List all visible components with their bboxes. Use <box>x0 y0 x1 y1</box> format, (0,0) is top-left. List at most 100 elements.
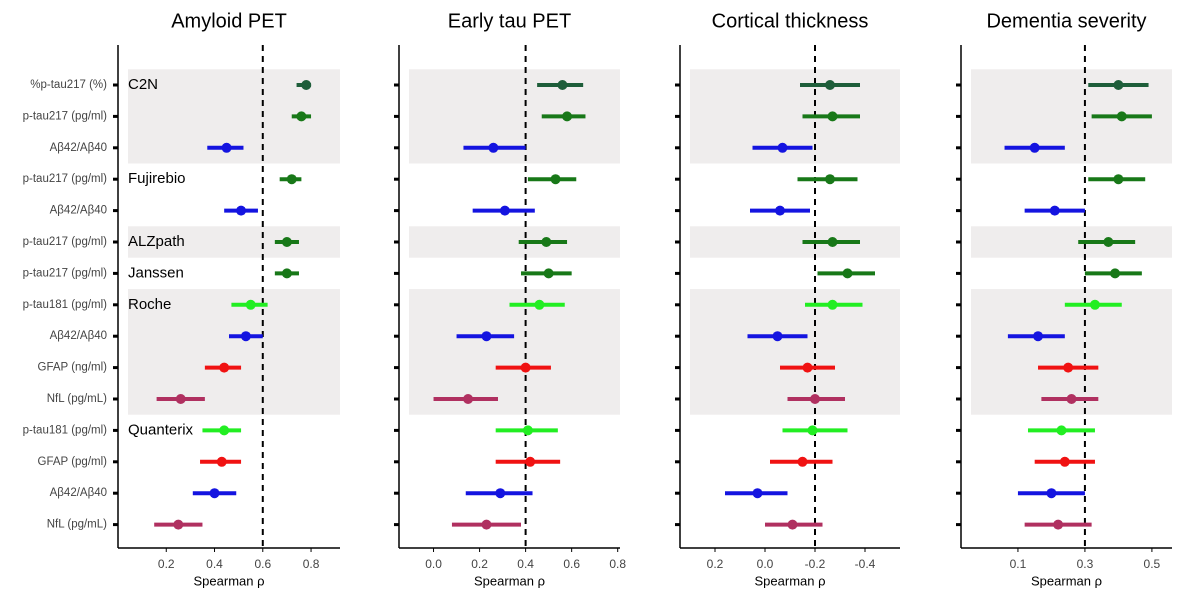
y-tick-label: p-tau217 (pg/ml) <box>23 267 108 279</box>
point <box>1103 237 1114 247</box>
group-label: Fujirebio <box>128 170 186 187</box>
point <box>281 237 292 247</box>
point <box>520 362 531 373</box>
panel-title: Amyloid PET <box>171 10 287 32</box>
group-label: Roche <box>128 296 171 313</box>
x-tick-label: 0.6 <box>254 557 271 571</box>
point <box>797 456 808 467</box>
group-band <box>690 226 900 258</box>
group-label: C2N <box>128 76 158 93</box>
point <box>1113 80 1124 90</box>
x-tick-label: 0.8 <box>303 557 320 571</box>
x-axis-label: Spearman ρ <box>755 573 826 588</box>
panel-title: Early tau PET <box>448 10 571 32</box>
x-tick-label: 0.6 <box>563 557 580 571</box>
point <box>240 331 251 342</box>
y-tick-label: p-tau217 (pg/ml) <box>23 110 108 122</box>
point <box>499 205 510 216</box>
point <box>286 174 297 185</box>
y-tick-label: Aβ42/Aβ40 <box>50 205 107 217</box>
point <box>534 299 545 310</box>
x-tick-label: 0.2 <box>158 557 175 571</box>
point <box>175 394 186 404</box>
panel-title: Cortical thickness <box>712 10 869 32</box>
point <box>1029 142 1040 153</box>
x-tick-label: 0.5 <box>1144 557 1161 571</box>
point <box>807 425 818 436</box>
point <box>1110 268 1121 279</box>
x-tick-label: -0.2 <box>805 557 826 571</box>
x-axis-label: Spearman ρ <box>194 573 265 588</box>
point <box>219 425 230 436</box>
point <box>752 488 763 499</box>
group-band <box>128 226 340 258</box>
x-tick-label: 0.8 <box>609 557 626 571</box>
y-tick-label: Aβ42/Aβ40 <box>50 487 107 499</box>
x-tick-label: 0.2 <box>471 557 488 571</box>
group-label: Janssen <box>128 264 184 281</box>
y-tick-label: p-tau217 (pg/ml) <box>23 236 108 248</box>
point <box>1033 331 1044 342</box>
group-label: Quanterix <box>128 421 194 438</box>
point <box>1116 111 1127 122</box>
group-label: ALZpath <box>128 233 185 250</box>
point <box>1059 456 1070 467</box>
y-tick-label: p-tau181 (pg/ml) <box>23 424 108 436</box>
point <box>842 268 853 279</box>
y-tick-label: Aβ42/Aβ40 <box>50 330 107 342</box>
y-tick-label: %p-tau217 (%) <box>30 79 107 91</box>
x-tick-label: -0.4 <box>855 557 876 571</box>
point <box>827 299 838 310</box>
y-tick-label: p-tau217 (pg/ml) <box>23 173 108 185</box>
x-tick-label: 0.3 <box>1077 557 1094 571</box>
x-axis-label: Spearman ρ <box>1031 573 1102 588</box>
group-band <box>971 226 1172 258</box>
y-tick-label: NfL (pg/mL) <box>47 393 107 405</box>
point <box>562 111 573 122</box>
point <box>787 519 798 530</box>
group-band <box>971 289 1172 415</box>
point <box>281 268 292 279</box>
point <box>1049 205 1060 216</box>
group-band <box>409 226 620 258</box>
point <box>481 519 492 530</box>
point <box>525 456 536 467</box>
point <box>216 456 227 467</box>
point <box>463 394 474 404</box>
x-tick-label: 0.0 <box>757 557 774 571</box>
group-band <box>128 289 340 415</box>
point <box>772 331 783 342</box>
point <box>825 174 835 185</box>
point <box>236 205 247 216</box>
point <box>777 142 788 153</box>
point <box>802 362 813 373</box>
point <box>209 488 220 499</box>
x-axis-label: Spearman ρ <box>474 573 545 588</box>
point <box>245 299 256 310</box>
point <box>296 111 307 122</box>
point <box>825 80 835 90</box>
x-tick-label: 0.0 <box>425 557 442 571</box>
panel-title: Dementia severity <box>986 10 1146 32</box>
x-tick-label: 0.1 <box>1010 557 1027 571</box>
y-tick-label: p-tau181 (pg/ml) <box>23 299 108 311</box>
point <box>488 142 499 153</box>
point <box>557 80 568 90</box>
point <box>775 205 785 216</box>
point <box>1089 299 1100 310</box>
point <box>481 331 492 342</box>
point <box>219 362 230 373</box>
point <box>221 142 232 153</box>
point <box>543 268 554 279</box>
x-tick-label: 0.4 <box>206 557 223 571</box>
point <box>810 394 820 404</box>
point <box>1053 519 1064 530</box>
point <box>541 237 552 247</box>
group-band <box>409 289 620 415</box>
point <box>1046 488 1057 499</box>
group-band <box>690 289 900 415</box>
point <box>1113 174 1124 185</box>
point <box>301 80 312 90</box>
point <box>522 425 533 436</box>
